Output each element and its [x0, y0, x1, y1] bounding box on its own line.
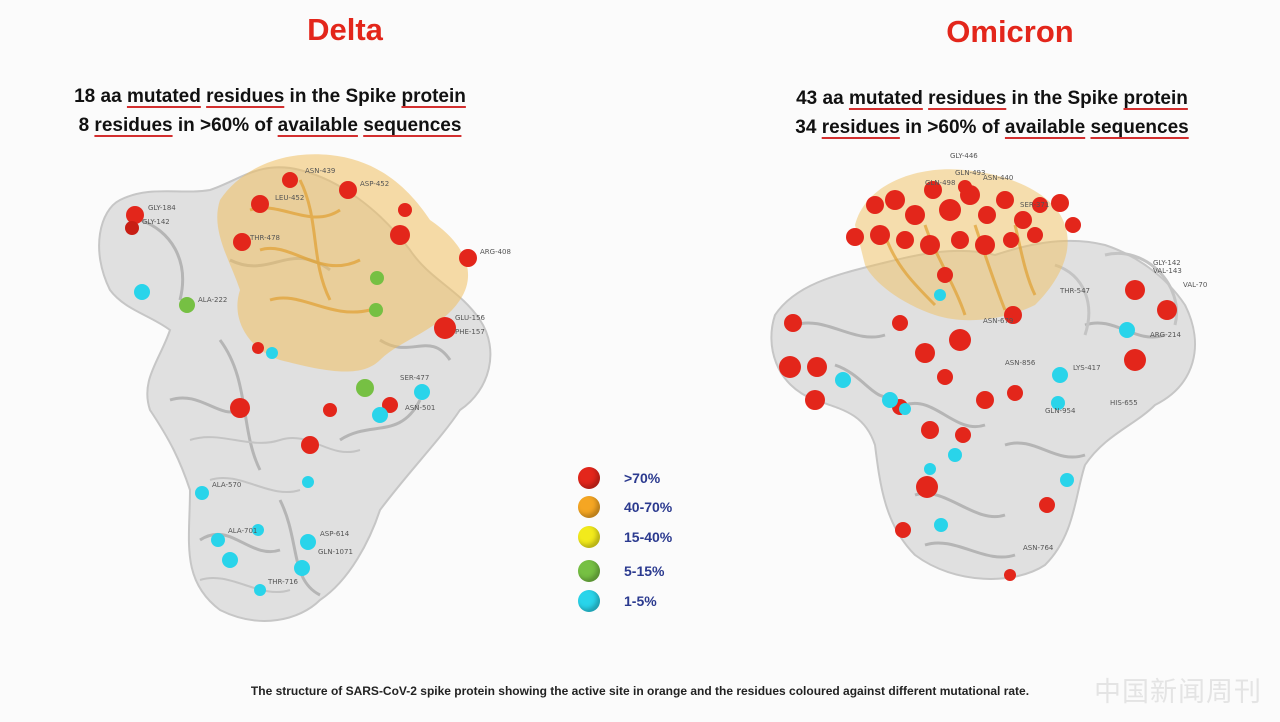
delta-residue-label: SER-477	[400, 374, 429, 382]
omicron-residue-label: THR-547	[1059, 287, 1090, 295]
omicron-residue-label: ARG-214	[1150, 331, 1182, 339]
delta-residue-label: GLY-184	[148, 204, 176, 212]
delta-residue-label: ALA-570	[212, 481, 241, 489]
legend-color-dot	[578, 560, 600, 582]
omicron-subtitle-line1: 43 aa mutated residues in the Spike prot…	[796, 88, 1188, 109]
legend-item-1-5: 1-5%	[578, 588, 657, 614]
omicron-residue-label: GLN-954	[1045, 407, 1076, 415]
delta-residue-label: LEU-452	[275, 194, 304, 202]
omicron-residue-label: HIS-655	[1110, 399, 1138, 407]
legend-label: >70%	[624, 470, 661, 486]
legend-item-15-40: 15-40%	[578, 524, 672, 550]
omicron-residue-labels: GLY-446 GLN-493 GLN-498 SER-371 GLY-142 …	[925, 152, 1207, 552]
omicron-residue-label: GLN-498	[925, 179, 955, 187]
delta-residue-label: ASN-501	[405, 404, 435, 412]
omicron-residue-label: ASN-440	[983, 174, 1013, 182]
delta-residue-label: GLN-1071	[318, 548, 353, 556]
figure-caption: The structure of SARS-CoV-2 spike protei…	[250, 684, 1030, 698]
omicron-residues-red	[779, 180, 1177, 581]
delta-residue-label: ASP-452	[360, 180, 389, 188]
omicron-spike-structure: GLY-446 GLN-493 GLN-498 SER-371 GLY-142 …	[770, 152, 1207, 581]
legend-label: 5-15%	[624, 563, 665, 579]
watermark-logo: 中国新闻周刊	[1094, 677, 1262, 708]
legend-color-dot	[578, 467, 600, 489]
omicron-residue-label: GLN-493	[955, 169, 985, 177]
delta-residue-label: ALA-222	[198, 296, 227, 304]
delta-residue-label: ARG-408	[480, 248, 511, 256]
delta-residue-label: GLY-142	[142, 218, 170, 226]
delta-residues-green	[179, 271, 384, 397]
delta-residue-label: ALA-701	[228, 527, 257, 535]
omicron-residue-label: VAL-70	[1183, 281, 1207, 289]
legend-item-40-70: 40-70%	[578, 494, 672, 520]
delta-title: Delta	[307, 12, 383, 47]
omicron-residue-label: ASN-764	[1023, 544, 1054, 552]
delta-subtitle-line2: 8 residues in >60% of available sequence…	[78, 115, 462, 136]
legend-color-dot	[578, 496, 600, 518]
delta-residue-label: GLU-156	[455, 314, 486, 322]
omicron-residues-cyan	[835, 289, 1135, 532]
delta-residues-red	[125, 172, 477, 454]
omicron-subtitle-line2: 34 residues in >60% of available sequenc…	[795, 117, 1189, 138]
omicron-residue-label: LYS-417	[1073, 364, 1101, 372]
delta-residue-label: ASP-614	[320, 530, 350, 538]
delta-subtitle-line1: 18 aa mutated residues in the Spike prot…	[74, 86, 466, 107]
legend-color-dot	[578, 526, 600, 548]
omicron-residue-label: GLY-142	[1153, 259, 1181, 267]
legend-item-over-70: >70%	[578, 465, 660, 491]
omicron-residue-label: ASN-679	[983, 317, 1013, 325]
delta-residue-labels: GLY-184 ASN-439 GLY-142 ASP-452 THR-478 …	[142, 167, 511, 586]
legend-item-5-15: 5-15%	[578, 558, 664, 584]
delta-residue-label: THR-478	[249, 234, 280, 242]
omicron-residue-label: VAL-143	[1153, 267, 1182, 275]
delta-residue-label: THR-716	[267, 578, 299, 586]
delta-residues-cyan	[134, 284, 430, 596]
legend-label: 1-5%	[624, 593, 657, 609]
legend-label: 40-70%	[624, 499, 673, 515]
omicron-title: Omicron	[946, 14, 1074, 49]
omicron-residue-label: ASN-856	[1005, 359, 1036, 367]
delta-residue-label: PHE-157	[455, 328, 485, 336]
legend-label: 15-40%	[624, 529, 673, 545]
delta-residue-label: ASN-439	[305, 167, 335, 175]
legend-color-dot	[578, 590, 600, 612]
omicron-residue-label: GLY-446	[950, 152, 978, 160]
delta-spike-structure: GLY-184 ASN-439 GLY-142 ASP-452 THR-478 …	[98, 154, 511, 622]
omicron-residue-label: SER-371	[1020, 201, 1049, 209]
